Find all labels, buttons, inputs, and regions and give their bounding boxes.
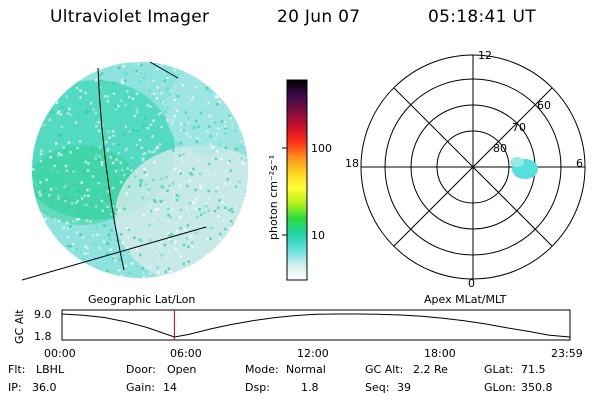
disk-limb-mark xyxy=(149,61,179,79)
gain-label: Gain: xyxy=(126,381,155,394)
door-label: Door: xyxy=(126,363,156,376)
altitude-series-line xyxy=(61,313,570,338)
gcalt-label: GC Alt: xyxy=(365,363,404,376)
mlt-label-18: 18 xyxy=(345,157,359,170)
xtick-1200: 12:00 xyxy=(297,347,329,360)
door-value: Open xyxy=(167,363,197,376)
mode-value: Normal xyxy=(286,363,326,376)
disk-speckle-texture xyxy=(32,62,248,278)
observation-date: 20 Jun 07 xyxy=(277,7,361,27)
glon-label: GLon: xyxy=(484,381,516,394)
mlat-label-80: 80 xyxy=(493,142,507,155)
dsp-label: Dsp: xyxy=(245,381,270,394)
flt-value: LBHL xyxy=(36,363,65,376)
colorbar-tick-label-100: 100 xyxy=(311,142,332,155)
observation-time: 05:18:41 UT xyxy=(428,7,536,27)
gain-value: 14 xyxy=(163,381,177,394)
earth-disk-image xyxy=(21,61,248,281)
oval-patch-edge xyxy=(510,157,524,167)
gcalt-value: 2.2 Re xyxy=(413,363,448,376)
altitude-chart-frame xyxy=(61,309,571,341)
xtick-0000: 00:00 xyxy=(44,347,76,360)
colorbar: 100 10 photon cm⁻²s⁻¹ xyxy=(267,79,332,281)
altitude-ytick-min: 1.8 xyxy=(34,330,52,343)
meridian-line xyxy=(97,67,125,271)
colorbar-axis-label: photon cm⁻²s⁻¹ xyxy=(267,155,280,240)
seq-value: 39 xyxy=(397,381,411,394)
ip-value: 36.0 xyxy=(32,381,57,394)
mlt-label-6: 6 xyxy=(576,157,583,170)
apex-caption: Apex MLat/MLT xyxy=(424,293,507,306)
mlt-label-0: 0 xyxy=(468,277,475,290)
glon-value: 350.8 xyxy=(521,381,553,394)
altitude-ytick-max: 9.0 xyxy=(34,308,52,321)
mlat-label-60: 60 xyxy=(537,99,551,112)
xtick-2359: 23:59 xyxy=(551,347,583,360)
polar-plot: 12 18 6 0 60 70 80 xyxy=(345,49,586,290)
geographic-caption: Geographic Lat/Lon xyxy=(88,293,195,306)
instrument-title: Ultraviolet Imager xyxy=(50,7,210,27)
mlat-label-70: 70 xyxy=(512,121,526,134)
dsp-value: 1.8 xyxy=(301,381,319,394)
glat-label: GLat: xyxy=(484,363,514,376)
glat-value: 71.5 xyxy=(521,363,546,376)
latitude-line xyxy=(21,226,207,281)
mode-label: Mode: xyxy=(245,363,279,376)
altitude-y-axis-label: GC Alt xyxy=(13,309,26,344)
ip-label: IP: xyxy=(8,381,22,394)
flt-label: Flt: xyxy=(8,363,26,376)
seq-label: Seq: xyxy=(365,381,390,394)
altitude-chart: GC Alt 9.0 1.8 00:00 06:00 12:00 18:00 2… xyxy=(13,308,583,360)
xtick-0600: 06:00 xyxy=(170,347,202,360)
xtick-1800: 18:00 xyxy=(424,347,456,360)
colorbar-tick-label-10: 10 xyxy=(311,229,325,242)
polar-diagonal-2 xyxy=(393,87,553,247)
colorbar-rect xyxy=(287,80,307,280)
mlt-label-12: 12 xyxy=(478,49,492,62)
auroral-oval-patch xyxy=(510,157,538,179)
